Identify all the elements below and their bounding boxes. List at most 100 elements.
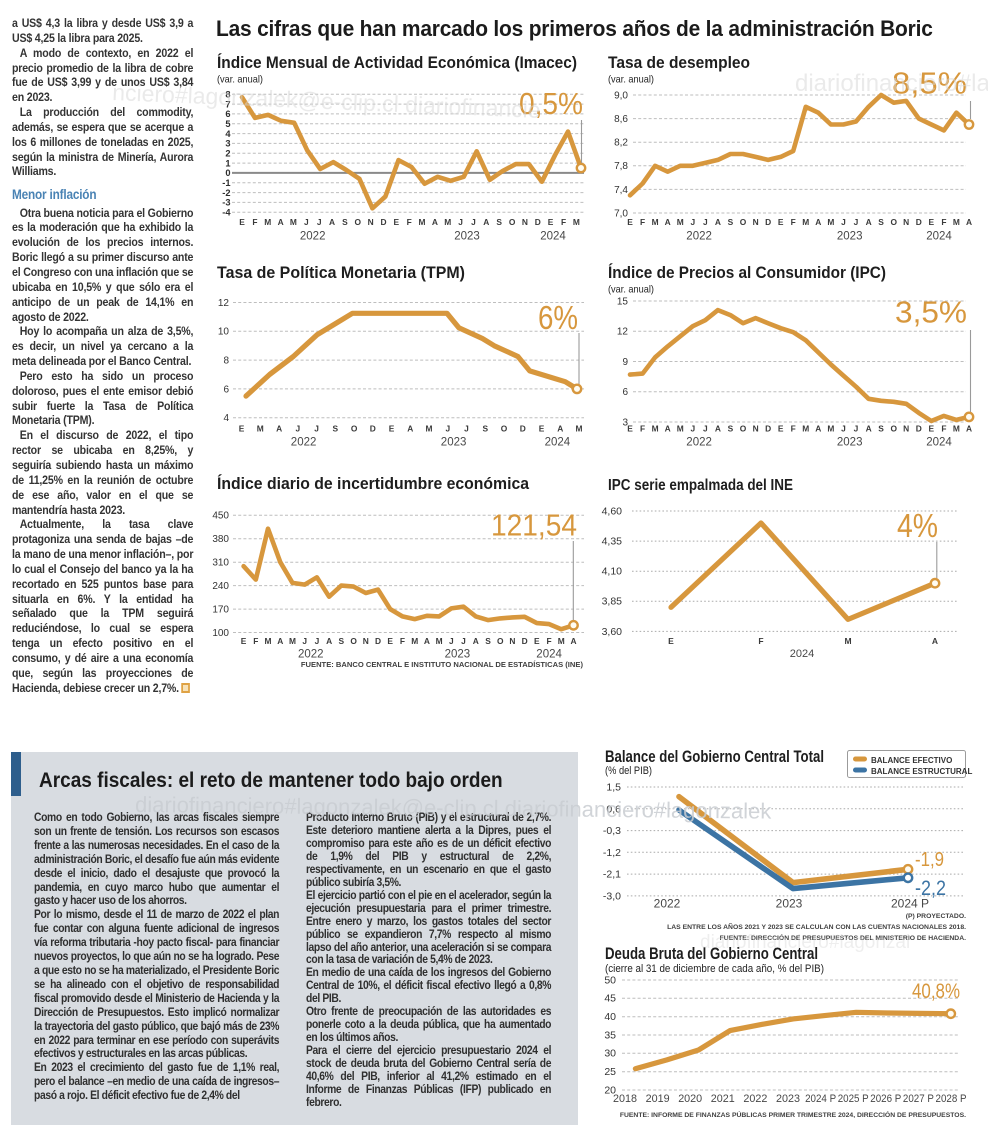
svg-text:121,54: 121,54 bbox=[491, 508, 577, 543]
svg-text:(var. anual): (var. anual) bbox=[608, 74, 654, 86]
svg-text:M: M bbox=[573, 217, 580, 227]
svg-text:F: F bbox=[561, 217, 566, 227]
svg-text:8: 8 bbox=[223, 356, 229, 367]
svg-text:E: E bbox=[239, 217, 245, 227]
svg-text:N: N bbox=[903, 424, 909, 434]
svg-text:N: N bbox=[753, 217, 759, 227]
svg-text:A: A bbox=[715, 217, 721, 227]
svg-text:J: J bbox=[302, 636, 307, 646]
svg-text:E: E bbox=[241, 636, 247, 646]
svg-text:Tasa de desempleo: Tasa de desempleo bbox=[608, 53, 750, 72]
svg-text:J: J bbox=[317, 217, 322, 227]
svg-text:F: F bbox=[941, 424, 946, 434]
svg-text:S: S bbox=[483, 424, 489, 434]
svg-text:S: S bbox=[728, 217, 734, 227]
svg-text:3,60: 3,60 bbox=[602, 626, 623, 638]
svg-text:-2: -2 bbox=[222, 188, 230, 198]
svg-text:M: M bbox=[576, 424, 583, 434]
svg-text:E: E bbox=[627, 217, 633, 227]
svg-text:2028 P: 2028 P bbox=[936, 1093, 967, 1105]
svg-text:A: A bbox=[424, 636, 430, 646]
svg-text:2019: 2019 bbox=[646, 1093, 670, 1105]
svg-text:12: 12 bbox=[617, 327, 629, 338]
svg-text:Deuda Bruta del Gobierno Centr: Deuda Bruta del Gobierno Central bbox=[605, 945, 818, 963]
svg-text:Tasa de Política Monetaria (TP: Tasa de Política Monetaria (TPM) bbox=[217, 263, 465, 282]
svg-text:20: 20 bbox=[604, 1084, 616, 1096]
svg-text:J: J bbox=[445, 424, 450, 434]
svg-text:A: A bbox=[932, 636, 938, 646]
svg-text:2021: 2021 bbox=[711, 1093, 735, 1105]
svg-text:BALANCE EFECTIVO: BALANCE EFECTIVO bbox=[871, 756, 952, 765]
svg-text:A: A bbox=[483, 217, 489, 227]
svg-text:6: 6 bbox=[622, 387, 628, 398]
svg-text:D: D bbox=[916, 424, 922, 434]
svg-text:J: J bbox=[854, 217, 859, 227]
svg-text:J: J bbox=[304, 217, 309, 227]
svg-text:3,5%: 3,5% bbox=[895, 295, 967, 330]
svg-text:2022: 2022 bbox=[743, 1093, 767, 1105]
svg-text:2023: 2023 bbox=[445, 649, 471, 661]
svg-text:A: A bbox=[473, 636, 479, 646]
svg-text:S: S bbox=[339, 636, 345, 646]
svg-text:2: 2 bbox=[225, 148, 230, 158]
svg-text:F: F bbox=[547, 636, 552, 646]
svg-text:A: A bbox=[276, 424, 282, 434]
svg-text:M: M bbox=[558, 636, 565, 646]
svg-text:9: 9 bbox=[622, 357, 628, 368]
svg-text:M: M bbox=[257, 424, 264, 434]
svg-text:diariofinanciero#lagonzal: diariofinanciero#lagonzal bbox=[700, 932, 910, 953]
svg-text:9,0: 9,0 bbox=[614, 90, 628, 101]
svg-text:D: D bbox=[765, 424, 771, 434]
svg-text:8: 8 bbox=[225, 90, 230, 100]
svg-text:N: N bbox=[753, 424, 759, 434]
svg-text:J: J bbox=[471, 217, 476, 227]
svg-text:M: M bbox=[953, 424, 960, 434]
svg-text:4: 4 bbox=[223, 413, 229, 424]
svg-text:A: A bbox=[815, 217, 821, 227]
svg-text:A: A bbox=[665, 424, 671, 434]
svg-text:O: O bbox=[354, 217, 361, 227]
svg-text:240: 240 bbox=[212, 581, 229, 592]
svg-text:J: J bbox=[461, 636, 466, 646]
svg-text:2022: 2022 bbox=[300, 231, 326, 243]
svg-text:N: N bbox=[509, 636, 515, 646]
svg-text:2024: 2024 bbox=[790, 648, 814, 660]
svg-text:(cierre al 31 de diciembre de: (cierre al 31 de diciembre de cada año, … bbox=[605, 963, 824, 975]
svg-text:FUENTE: BANCO CENTRAL E INSTIT: FUENTE: BANCO CENTRAL E INSTITUTO NACION… bbox=[301, 660, 584, 669]
svg-text:M: M bbox=[265, 636, 272, 646]
svg-text:J: J bbox=[314, 424, 319, 434]
svg-text:E: E bbox=[394, 217, 400, 227]
svg-text:2026 P: 2026 P bbox=[870, 1093, 901, 1105]
svg-text:E: E bbox=[239, 424, 245, 434]
svg-text:M: M bbox=[264, 217, 271, 227]
svg-text:3: 3 bbox=[622, 417, 628, 428]
svg-text:E: E bbox=[929, 217, 935, 227]
svg-text:J: J bbox=[841, 217, 846, 227]
svg-text:J: J bbox=[295, 424, 300, 434]
svg-text:E: E bbox=[548, 217, 554, 227]
svg-text:2023: 2023 bbox=[837, 437, 863, 449]
svg-text:2024: 2024 bbox=[540, 231, 566, 243]
svg-text:7,8: 7,8 bbox=[614, 161, 628, 172]
svg-text:A: A bbox=[277, 636, 283, 646]
svg-text:A: A bbox=[326, 636, 332, 646]
svg-text:D: D bbox=[380, 217, 386, 227]
svg-text:0: 0 bbox=[225, 168, 230, 178]
svg-text:D: D bbox=[370, 424, 376, 434]
svg-text:4: 4 bbox=[225, 129, 231, 139]
svg-text:2023: 2023 bbox=[776, 1093, 800, 1105]
svg-text:M: M bbox=[844, 636, 851, 646]
svg-text:D: D bbox=[375, 636, 381, 646]
svg-text:1,5: 1,5 bbox=[606, 782, 621, 794]
svg-text:2024: 2024 bbox=[926, 231, 952, 243]
svg-text:45: 45 bbox=[604, 993, 616, 1005]
svg-text:2022: 2022 bbox=[686, 437, 712, 449]
svg-text:2024 P: 2024 P bbox=[891, 897, 929, 911]
svg-text:380: 380 bbox=[212, 534, 229, 545]
svg-text:2023: 2023 bbox=[441, 437, 467, 449]
svg-text:A: A bbox=[278, 217, 284, 227]
svg-text:M: M bbox=[677, 217, 684, 227]
svg-text:D: D bbox=[765, 217, 771, 227]
svg-text:M: M bbox=[411, 636, 418, 646]
svg-text:M: M bbox=[677, 424, 684, 434]
